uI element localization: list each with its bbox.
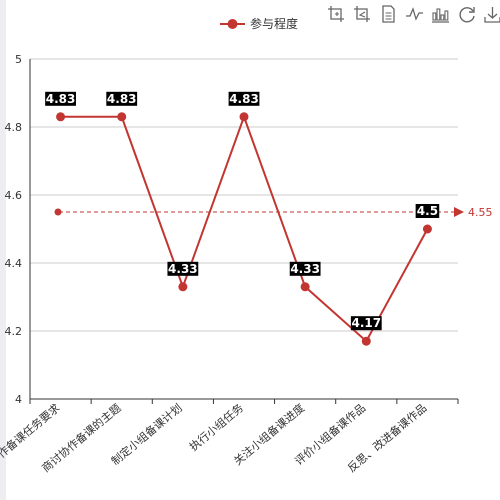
data-label-bg [289, 261, 321, 276]
data-label: 4.83 [107, 92, 137, 106]
left-edge-strip [0, 0, 6, 500]
save-image-icon[interactable] [482, 4, 500, 25]
y-tick-label: 4.8 [5, 121, 23, 134]
average-value-label: 4.55 [468, 206, 493, 219]
data-view-icon[interactable] [378, 4, 399, 25]
data-label: 4.83 [46, 92, 76, 106]
line-chart-icon[interactable] [404, 4, 425, 25]
data-label: 4.83 [229, 92, 259, 106]
data-label-bg [350, 316, 382, 331]
x-category-label: 能说出协作备课任务要求 [0, 401, 62, 490]
y-tick-label: 4.4 [5, 257, 23, 270]
series-line [60, 113, 429, 343]
data-label-bg [415, 204, 440, 218]
data-point[interactable] [422, 224, 432, 234]
legend-item[interactable]: 参与程度 [220, 16, 298, 31]
data-label-bg [45, 91, 76, 106]
data-label-bg [228, 91, 260, 106]
data-label: 4.33 [290, 262, 320, 276]
data-label: 4.5 [417, 204, 438, 218]
y-tick-label: 5 [15, 53, 22, 66]
average-line-start-point [54, 208, 62, 216]
data-point[interactable] [178, 282, 188, 292]
data-point[interactable] [239, 112, 249, 122]
data-point[interactable] [361, 336, 371, 346]
data-point[interactable] [300, 282, 310, 292]
x-category-label: 执行小组任务 [186, 401, 246, 454]
data-label: 4.17 [351, 316, 381, 330]
zoom-reset-icon[interactable] [352, 4, 373, 25]
zoom-icon[interactable] [326, 4, 347, 25]
data-point[interactable] [117, 112, 127, 122]
legend-marker [227, 19, 238, 29]
data-point[interactable] [56, 112, 66, 122]
data-label: 4.33 [168, 262, 198, 276]
bar-chart-icon[interactable] [430, 4, 451, 25]
y-tick-label: 4 [15, 393, 22, 406]
data-label-bg [167, 261, 199, 276]
average-line-arrow [454, 207, 464, 217]
data-label-bg [106, 91, 138, 106]
restore-icon[interactable] [456, 4, 477, 25]
legend-label: 参与程度 [250, 16, 298, 31]
y-tick-label: 4.2 [5, 325, 23, 338]
y-tick-label: 4.6 [5, 189, 23, 202]
